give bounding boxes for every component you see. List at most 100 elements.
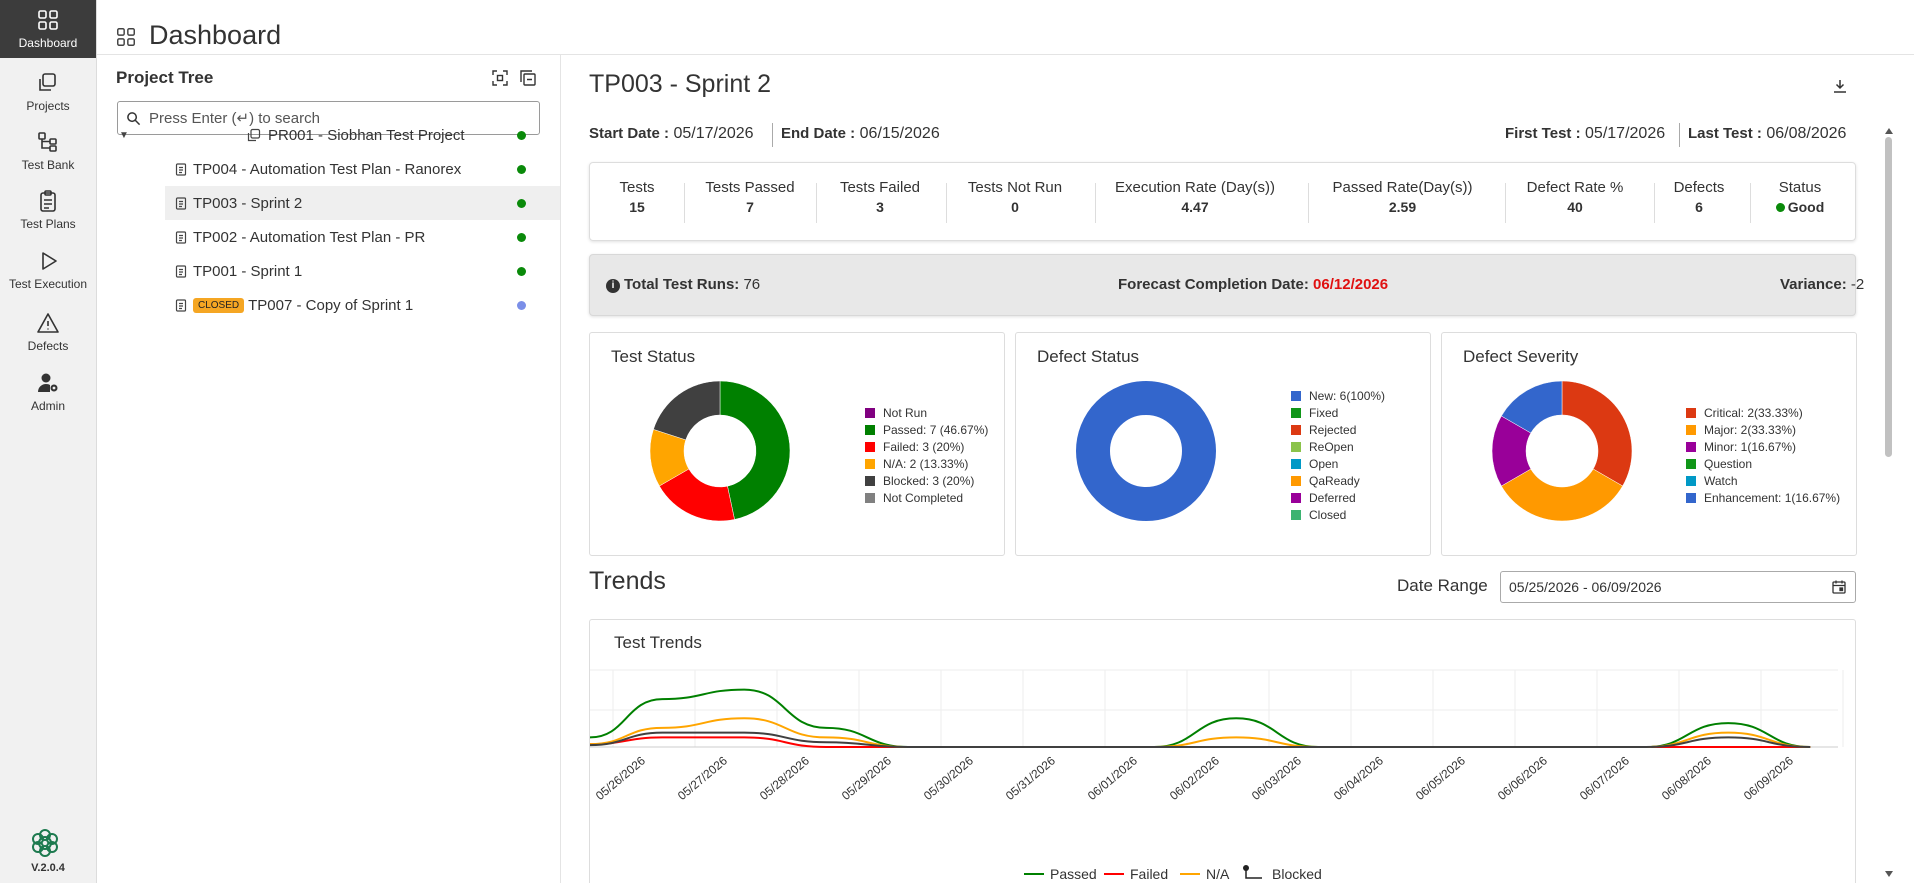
legend-swatch xyxy=(1291,492,1301,503)
legend-item[interactable]: Enhancement: 1(16.67%) xyxy=(1686,489,1840,506)
tree-item[interactable]: CLOSED TP007 - Copy of Sprint 1 xyxy=(97,288,560,322)
legend-item[interactable]: Deferred xyxy=(1291,489,1385,506)
legend-item[interactable]: Blocked: 3 (20%) xyxy=(865,472,988,489)
legend-item[interactable]: Fixed xyxy=(1291,404,1385,421)
legend-item[interactable]: Closed xyxy=(1291,506,1385,523)
projects-icon xyxy=(39,73,56,91)
legend-label: New: 6(100%) xyxy=(1309,388,1386,403)
tree-item-label: TP001 - Sprint 1 xyxy=(193,262,303,280)
tree-item-label: TP003 - Sprint 2 xyxy=(193,194,303,212)
donut-slice-blocked xyxy=(653,381,721,441)
stat-tests-not-run: Tests Not Run 0 xyxy=(967,179,1063,215)
tree-item[interactable]: TP004 - Automation Test Plan - Ranorex xyxy=(97,152,560,186)
nav-defects[interactable]: Defects xyxy=(0,303,96,363)
clipboard-icon xyxy=(175,231,187,244)
legend-swatch xyxy=(865,424,875,435)
nav-projects[interactable]: Projects xyxy=(0,63,96,123)
legend-item[interactable]: Not Completed xyxy=(865,489,988,506)
nav-admin[interactable]: Admin xyxy=(0,363,96,423)
defect-status-card: Defect Status New: 6(100%) Fixed Rejected R… xyxy=(1015,332,1431,556)
tree-item-label: TP004 - Automation Test Plan - Ranorex xyxy=(193,160,462,178)
tree-project-label: PR001 - Siobhan Test Project xyxy=(268,126,465,144)
trend-legend-item[interactable]: Blocked xyxy=(1243,865,1322,882)
collapse-all-icon[interactable] xyxy=(519,69,537,87)
tree-item[interactable]: TP001 - Sprint 1 xyxy=(97,254,560,288)
date-range-label: Date Range xyxy=(1397,576,1488,595)
legend-label: Passed: 7 (46.67%) xyxy=(883,422,989,437)
trend-chart-title: Test Trends xyxy=(614,633,702,652)
legend-item[interactable]: N/A: 2 (13.33%) xyxy=(865,455,988,472)
defect-status-donut xyxy=(1076,381,1216,521)
legend-label: Passed xyxy=(1050,866,1097,882)
scrollbar-thumb[interactable] xyxy=(1885,137,1892,457)
legend-item[interactable]: Minor: 1(16.67%) xyxy=(1686,438,1840,455)
grid-icon xyxy=(38,10,58,30)
nav-test-bank[interactable]: Test Bank xyxy=(0,122,96,182)
legend-label: Watch xyxy=(1704,473,1738,488)
stat-defect-rate: Defect Rate % 40 xyxy=(1526,179,1624,215)
trend-legend-item[interactable]: Passed xyxy=(1024,866,1097,882)
legend-swatch xyxy=(1291,441,1301,452)
download-icon[interactable] xyxy=(1831,77,1849,95)
legend-swatch xyxy=(865,475,875,486)
app-version: V.2.0.4 xyxy=(31,862,65,874)
tree-item-selected[interactable]: TP003 - Sprint 2 xyxy=(165,186,560,220)
stat-execution-rate: Execution Rate (Day(s)) 4.47 xyxy=(1114,179,1276,215)
test-trends-chart: 05/26/2026 05/27/2026 05/28/2026 05/29/2026… xyxy=(590,669,1844,882)
legend-item[interactable]: Failed: 3 (20%) xyxy=(865,438,988,455)
date-range-input[interactable]: 05/25/2026 - 06/09/2026 xyxy=(1500,571,1856,603)
legend-label: ReOpen xyxy=(1309,439,1354,454)
stats-card: Tests 15 Tests Passed 7 Tests Failed 3 Test… xyxy=(589,162,1856,241)
scroll-down-icon[interactable] xyxy=(1884,870,1894,878)
x-tick-label: 05/26/2026 xyxy=(593,753,648,803)
trend-legend-item[interactable]: Failed xyxy=(1104,866,1168,882)
calendar-icon[interactable] xyxy=(1831,579,1847,595)
legend-label: Rejected xyxy=(1309,422,1357,437)
tree-search xyxy=(117,101,540,135)
nav-test-execution[interactable]: Test Execution xyxy=(0,241,96,301)
tree-search-input[interactable] xyxy=(149,109,529,127)
legend-label: Blocked: 3 (20%) xyxy=(883,473,975,488)
legend-item[interactable]: ReOpen xyxy=(1291,438,1385,455)
legend-label: Minor: 1(16.67%) xyxy=(1704,439,1797,454)
legend-item[interactable]: Rejected xyxy=(1291,421,1385,438)
nav-label: Test Execution xyxy=(8,277,88,291)
defect-status-legend: New: 6(100%) Fixed Rejected ReOpen Open QaRea… xyxy=(1291,387,1385,523)
legend-label: Enhancement: 1(16.67%) xyxy=(1704,490,1841,505)
main-scrollbar[interactable] xyxy=(1883,127,1893,878)
test-status-donut xyxy=(650,381,790,521)
legend-item[interactable]: New: 6(100%) xyxy=(1291,387,1385,404)
legend-label: N/A: 2 (13.33%) xyxy=(883,456,969,471)
end-date: End Date : 06/15/2026 xyxy=(781,125,940,142)
legend-item[interactable]: Critical: 2(33.33%) xyxy=(1686,404,1840,421)
caret-down-icon[interactable]: ▼ xyxy=(119,129,129,141)
trend-legend-item[interactable]: N/A xyxy=(1180,866,1230,882)
legend-label: Fixed xyxy=(1309,405,1339,420)
legend-item[interactable]: Watch xyxy=(1686,472,1840,489)
nav-dashboard[interactable]: Dashboard xyxy=(0,0,96,58)
series-line-passed xyxy=(590,688,1811,748)
x-tick-label: 06/03/2026 xyxy=(1249,753,1304,803)
clipboard-icon xyxy=(175,299,187,312)
legend-label: Question xyxy=(1704,456,1753,471)
legend-swatch xyxy=(1686,407,1696,418)
legend-item[interactable]: Not Run xyxy=(865,404,988,421)
status-dot xyxy=(517,232,526,242)
nav-test-plans[interactable]: Test Plans xyxy=(0,181,96,241)
expand-all-icon[interactable] xyxy=(491,69,509,87)
tree-project-row[interactable]: ▼ PR001 - Siobhan Test Project xyxy=(97,118,560,152)
legend-item[interactable]: QaReady xyxy=(1291,472,1385,489)
legend-label: Not Completed xyxy=(883,490,964,505)
scroll-up-icon[interactable] xyxy=(1884,127,1894,135)
status-dot xyxy=(517,198,526,208)
defect-severity-card: Defect Severity Critical: 2(33.33%) Major… xyxy=(1441,332,1857,556)
nav-label: Dashboard xyxy=(18,36,78,50)
legend-line xyxy=(1245,869,1262,879)
legend-swatch xyxy=(1291,509,1301,520)
legend-item[interactable]: Passed: 7 (46.67%) xyxy=(865,421,988,438)
tree-item[interactable]: TP002 - Automation Test Plan - PR xyxy=(97,220,560,254)
legend-swatch xyxy=(865,492,875,503)
legend-item[interactable]: Major: 2(33.33%) xyxy=(1686,421,1840,438)
legend-item[interactable]: Open xyxy=(1291,455,1385,472)
legend-item[interactable]: Question xyxy=(1686,455,1840,472)
